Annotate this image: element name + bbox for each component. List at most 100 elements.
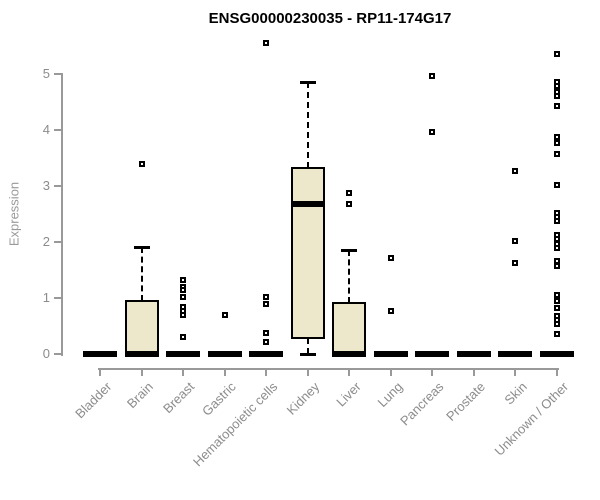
outlier-point [512,167,518,174]
y-tick-label: 0 [42,346,50,361]
outlier-point [263,330,269,337]
median-line [124,351,159,357]
y-tick-label: 3 [42,178,50,193]
whisker-low [306,338,309,354]
outlier-point [263,300,269,307]
x-tick-label: Prostate [443,379,489,424]
outlier-point [512,237,518,244]
x-tick-label: Kidney [283,379,323,418]
median-line [207,351,242,357]
median-line [83,351,117,357]
x-tick-label: Liver [333,379,364,410]
x-tick [140,368,143,376]
x-tick [472,368,475,376]
median-line [373,351,408,357]
outlier-point [553,297,560,304]
outlier-point [346,189,352,196]
x-tick [265,368,267,376]
y-tick [54,241,62,243]
outlier-point [553,244,560,251]
x-tick [555,368,558,376]
x-tick [348,368,350,376]
whisker-high [348,249,350,304]
outlier-point [553,181,560,188]
box-kidney [290,166,325,340]
outlier-point [263,338,269,345]
x-tick [514,368,516,376]
outlier-point [138,161,145,168]
x-tick-label: Skin [501,379,530,408]
outlier-point [180,287,186,294]
outlier-point [512,259,518,266]
y-tick [54,353,62,355]
outlier-point [553,331,560,338]
x-axis-line [98,368,559,370]
outlier-point [553,50,560,57]
outlier-point [553,150,560,157]
chart-title: ENSG00000230035 - RP11-174G17 [208,10,452,27]
x-tick-label: Brain [124,379,157,412]
outlier-point [346,201,352,208]
median-line [332,351,366,357]
outlier-point [553,218,560,225]
outlier-point [387,255,394,262]
median-line [539,351,574,357]
outlier-point [553,320,560,327]
x-tick-label: Breast [160,379,198,417]
x-tick [431,368,433,376]
x-tick-label: Pancreas [397,379,447,429]
outlier-point [553,262,560,269]
median-line [415,351,449,357]
median-line [456,351,491,357]
y-tick-label: 4 [42,122,50,137]
median-line [290,201,325,208]
outlier-point [263,293,269,300]
x-tick [306,368,309,376]
box-brain [124,299,159,355]
y-tick-label: 5 [42,66,50,81]
outlier-point [553,292,560,299]
y-tick-label: 1 [42,290,50,305]
median-line [166,351,200,357]
outlier-point [553,103,560,110]
outlier-point [553,83,560,90]
outlier-point [221,311,228,318]
outlier-point [429,73,435,80]
outlier-point [180,293,186,300]
y-tick [54,129,62,131]
whisker-low-cap [299,353,316,356]
outlier-point [553,93,560,100]
whisker-high [140,247,143,301]
whisker-high [306,82,309,168]
median-line [249,351,283,357]
box-liver [332,302,366,355]
whisker-high-cap [133,246,150,250]
outlier-point [180,311,186,318]
outlier-point [429,128,435,135]
x-tick-label: Lung [374,379,406,411]
x-tick-label: Bladder [72,379,115,422]
whisker-high-cap [341,248,357,252]
median-line [498,351,532,357]
outlier-point [553,133,560,140]
outlier-point [553,139,560,146]
outlier-point [553,304,560,311]
y-tick [54,185,62,187]
x-tick-label: Unknown / Other [491,379,572,459]
y-tick [54,297,62,299]
x-tick-label: Gastric [199,379,240,419]
outlier-point [180,333,186,340]
x-tick [389,368,392,376]
y-axis-line [61,73,63,356]
outlier-point [180,276,186,283]
x-tick [182,368,184,376]
y-tick [54,73,62,75]
x-tick [223,368,226,376]
outlier-point [263,39,269,46]
outlier-point [387,308,394,315]
y-tick-label: 2 [42,234,50,249]
whisker-high-cap [299,81,316,85]
x-tick [99,368,101,376]
